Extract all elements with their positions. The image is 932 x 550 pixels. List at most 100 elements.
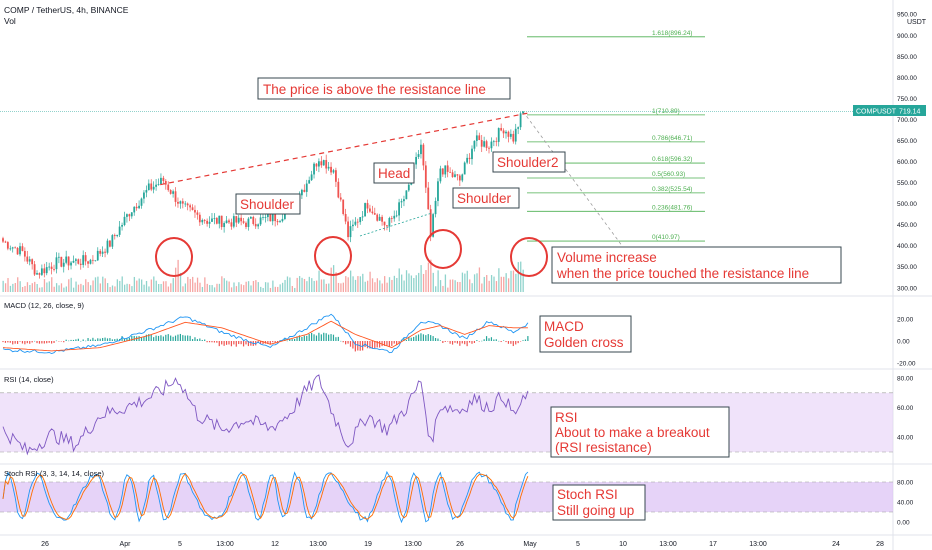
candle-body bbox=[245, 222, 247, 227]
macd-histogram-bar bbox=[242, 341, 245, 347]
candle-body bbox=[155, 184, 157, 187]
candle-body bbox=[167, 184, 170, 191]
candle-body bbox=[89, 259, 92, 264]
candle-body bbox=[276, 221, 279, 223]
macd-histogram-bar bbox=[335, 337, 337, 341]
volume-bar bbox=[38, 287, 41, 292]
volume-bar bbox=[170, 283, 172, 292]
candle-body bbox=[135, 206, 138, 209]
candle-body bbox=[45, 267, 48, 274]
macd-histogram-bar bbox=[2, 341, 4, 343]
candle-body bbox=[240, 217, 243, 222]
macd-histogram-bar bbox=[381, 341, 383, 347]
candle-body bbox=[60, 256, 63, 267]
volume-bar bbox=[252, 280, 255, 292]
volume-bar bbox=[469, 279, 471, 292]
volume-bar bbox=[12, 283, 14, 292]
volume-bar bbox=[422, 273, 425, 292]
candle-body bbox=[150, 183, 153, 190]
volume-bar bbox=[77, 284, 80, 292]
macd-histogram-bar bbox=[182, 335, 184, 341]
candle-body bbox=[269, 214, 272, 222]
volume-bar bbox=[294, 287, 296, 292]
candle-body bbox=[121, 225, 123, 227]
candle-body bbox=[11, 247, 14, 249]
macd-histogram-bar bbox=[170, 335, 172, 341]
volume-bar bbox=[255, 280, 257, 292]
candle-body bbox=[174, 191, 177, 202]
candle-body bbox=[488, 147, 490, 149]
volume-bar bbox=[21, 286, 24, 292]
candle-body bbox=[264, 217, 267, 218]
candle-body bbox=[410, 178, 413, 185]
candle-body bbox=[162, 177, 165, 182]
macd-histogram-bar bbox=[38, 341, 41, 344]
volume-bar bbox=[328, 283, 330, 292]
price-tick-label: 850.00 bbox=[897, 54, 917, 61]
candle-body bbox=[422, 144, 425, 166]
volume-bar bbox=[31, 283, 33, 292]
candle-body bbox=[327, 166, 330, 169]
volume-bar bbox=[459, 282, 461, 292]
macd-histogram-bar bbox=[325, 333, 327, 341]
candle-body bbox=[296, 198, 298, 201]
macd-signal-line bbox=[2, 320, 528, 352]
volume-bar bbox=[371, 278, 374, 292]
macd-histogram-bar bbox=[524, 339, 527, 341]
volume-bar bbox=[510, 270, 512, 292]
volume-bar bbox=[277, 286, 279, 292]
macd-histogram-bar bbox=[60, 341, 62, 342]
macd-histogram-bar bbox=[432, 336, 434, 341]
candle-body bbox=[160, 177, 162, 184]
macd-histogram-bar bbox=[488, 338, 490, 341]
candle-body bbox=[403, 199, 405, 202]
volume-bar bbox=[114, 286, 116, 292]
volume-bar bbox=[269, 287, 272, 292]
candle-body bbox=[407, 184, 410, 191]
macd-histogram-bar bbox=[301, 337, 303, 341]
volume-bar bbox=[483, 276, 485, 292]
x-tick-label: 13:00 bbox=[404, 541, 422, 548]
candle-body bbox=[152, 186, 155, 190]
volume-bar bbox=[262, 287, 264, 292]
macd-histogram-bar bbox=[179, 333, 181, 341]
macd-histogram-bar bbox=[43, 341, 45, 344]
volume-bar bbox=[393, 275, 396, 292]
macd-histogram-bar bbox=[362, 341, 364, 351]
candle-body bbox=[106, 240, 109, 253]
macd-histogram-bar bbox=[174, 335, 177, 341]
volume-bar bbox=[247, 281, 250, 292]
candle-body bbox=[347, 221, 349, 238]
macd-histogram-bar bbox=[19, 341, 21, 342]
candle-body bbox=[16, 247, 19, 255]
candle-body bbox=[400, 201, 403, 203]
macd-histogram-bar bbox=[369, 341, 371, 349]
macd-histogram-bar bbox=[250, 341, 252, 346]
volume-bar bbox=[235, 286, 238, 292]
volume-bar bbox=[75, 281, 77, 292]
candle-body bbox=[373, 213, 376, 215]
volume-bar bbox=[72, 287, 75, 292]
macd-histogram-bar bbox=[63, 341, 65, 343]
macd-histogram-bar bbox=[65, 339, 67, 341]
volume-bar bbox=[92, 280, 94, 292]
volume-bar bbox=[55, 283, 58, 292]
macd-histogram-bar bbox=[320, 334, 322, 341]
candle-body bbox=[286, 203, 289, 210]
candle-body bbox=[283, 209, 286, 219]
volume-bar bbox=[109, 286, 111, 292]
candle-body bbox=[164, 181, 167, 185]
candle-body bbox=[437, 181, 439, 201]
macd-histogram-bar bbox=[352, 341, 354, 349]
macd-histogram-bar bbox=[201, 339, 203, 341]
x-tick-label: 13:00 bbox=[216, 541, 234, 548]
macd-histogram-bar bbox=[138, 336, 140, 341]
volume-bar bbox=[201, 286, 204, 292]
stoch-d-line bbox=[2, 472, 529, 520]
x-tick-label: Apr bbox=[120, 541, 132, 548]
volume-bar bbox=[420, 265, 422, 292]
macd-histogram-bar bbox=[189, 335, 191, 341]
macd-histogram-bar bbox=[391, 341, 393, 346]
macd-histogram-bar bbox=[143, 336, 145, 341]
